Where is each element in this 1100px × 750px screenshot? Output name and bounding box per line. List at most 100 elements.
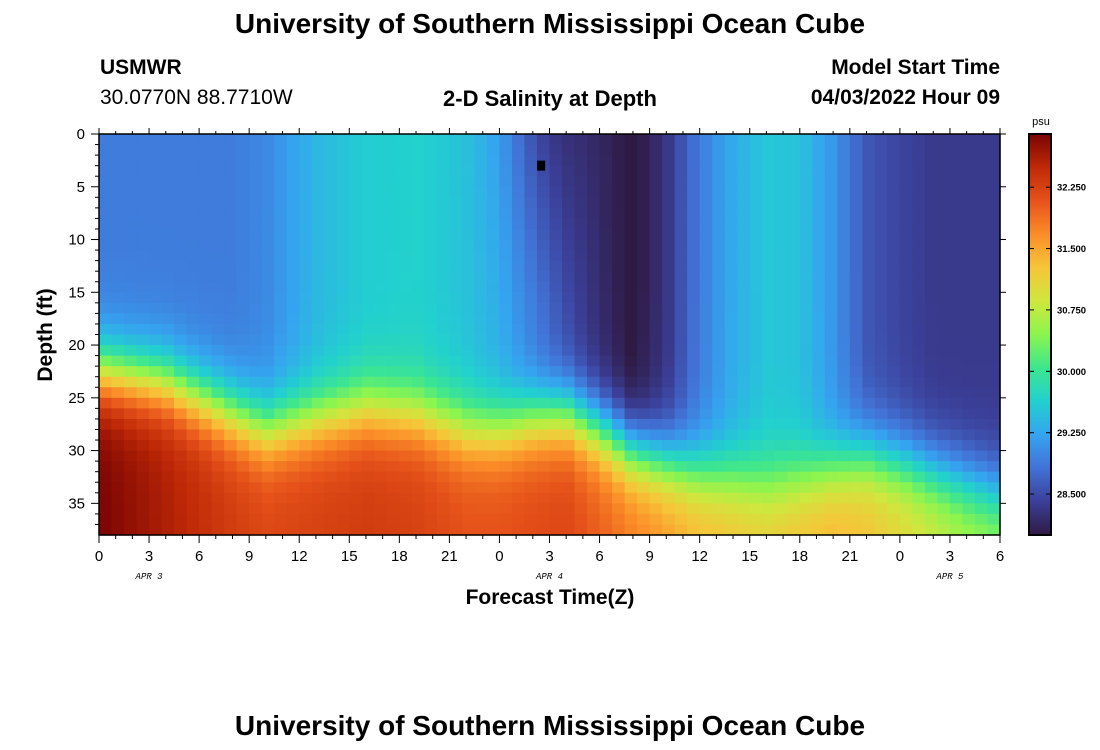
heatmap-cell — [799, 281, 813, 293]
heatmap-cell — [149, 271, 163, 283]
heatmap-cell — [424, 418, 438, 431]
heatmap-cell — [349, 134, 363, 146]
heatmap-cell — [411, 450, 425, 462]
heatmap-cell — [274, 207, 288, 220]
heatmap-cell — [261, 250, 275, 262]
y-tick-label: 0 — [77, 126, 85, 143]
heatmap-cell — [587, 239, 601, 251]
heatmap-cell — [374, 334, 388, 346]
heatmap-cell — [674, 302, 688, 314]
heatmap-cell — [862, 228, 876, 241]
heatmap-cell — [511, 313, 526, 325]
heatmap-cell — [149, 144, 163, 156]
heatmap-cell — [124, 450, 138, 462]
heatmap-cell — [737, 376, 751, 388]
heatmap-cell — [587, 281, 601, 293]
heatmap-cell — [799, 144, 813, 156]
heatmap-cell — [536, 513, 551, 526]
heatmap-cell — [399, 176, 413, 188]
heatmap-cell — [474, 524, 488, 536]
heatmap-cell — [562, 292, 576, 304]
heatmap-cell — [787, 250, 801, 262]
heatmap-cell — [737, 418, 751, 431]
heatmap-cell — [824, 461, 838, 473]
heatmap-cell — [874, 144, 888, 156]
heatmap-cell — [524, 418, 538, 431]
heatmap-cell — [724, 228, 738, 241]
heatmap-cell — [349, 218, 363, 230]
heatmap-cell — [486, 144, 501, 156]
heatmap-cell — [924, 292, 939, 304]
heatmap-cell — [774, 471, 788, 483]
heatmap-cell — [812, 207, 826, 220]
heatmap-cell — [136, 429, 150, 441]
heatmap-cell — [737, 302, 751, 314]
heatmap-cell — [336, 250, 350, 262]
heatmap-cell — [799, 440, 813, 452]
heatmap-cell — [424, 228, 438, 241]
heatmap-cell — [361, 482, 375, 494]
heatmap-cell — [574, 302, 588, 314]
heatmap-cell — [386, 165, 400, 177]
heatmap-cell — [486, 450, 501, 462]
heatmap-cell — [436, 186, 450, 198]
date-label: APR 4 — [535, 572, 563, 582]
heatmap-cell — [574, 503, 588, 515]
heatmap-cell — [874, 313, 888, 325]
heatmap-cell — [549, 334, 563, 346]
heatmap-cell — [249, 397, 263, 409]
y-tick-label: 15 — [68, 284, 85, 301]
heatmap-cell — [449, 461, 463, 473]
heatmap-cell — [887, 302, 901, 314]
heatmap-cell — [787, 144, 801, 156]
heatmap-cell — [549, 355, 563, 367]
heatmap-cell — [949, 482, 964, 494]
heatmap-cell — [499, 387, 513, 399]
heatmap-cell — [436, 429, 450, 441]
heatmap-cell — [662, 144, 676, 156]
heatmap-cell — [649, 271, 663, 283]
heatmap-cell — [924, 228, 939, 241]
heatmap-cell — [399, 197, 413, 209]
heatmap-cell — [424, 440, 438, 452]
heatmap-cell — [774, 323, 788, 336]
heatmap-cell — [574, 250, 588, 262]
heatmap-cell — [974, 228, 989, 241]
heatmap-cell — [974, 218, 989, 230]
heatmap-cell — [299, 197, 313, 209]
heatmap-cell — [674, 376, 688, 388]
heatmap-cell — [111, 176, 125, 188]
heatmap-cell — [374, 397, 388, 409]
heatmap-cell — [486, 482, 501, 494]
heatmap-cell — [824, 207, 838, 220]
heatmap-cell — [336, 134, 350, 146]
heatmap-cell — [286, 408, 300, 420]
heatmap-cell — [774, 376, 788, 388]
heatmap-cell — [987, 355, 1001, 367]
heatmap-cell — [349, 471, 363, 483]
heatmap-cell — [824, 408, 838, 420]
heatmap-cell — [374, 429, 388, 441]
heatmap-cell — [411, 134, 425, 146]
heatmap-cell — [912, 228, 926, 241]
heatmap-cell — [624, 228, 638, 241]
heatmap-cell — [524, 471, 538, 483]
date-label: APR 5 — [935, 572, 964, 582]
heatmap-cell — [649, 176, 663, 188]
heatmap-cell — [449, 450, 463, 462]
heatmap-cell — [574, 323, 588, 336]
heatmap-cell — [824, 471, 838, 483]
heatmap-cell — [536, 429, 551, 441]
heatmap-cell — [449, 218, 463, 230]
heatmap-cell — [174, 450, 188, 462]
heatmap-cell — [386, 440, 400, 452]
heatmap-cell — [186, 471, 200, 483]
heatmap-cell — [912, 176, 926, 188]
heatmap-cell — [399, 482, 413, 494]
heatmap-cell — [136, 418, 150, 431]
heatmap-cell — [912, 429, 926, 441]
heatmap-cell — [374, 313, 388, 325]
heatmap-cell — [124, 186, 138, 198]
heatmap-cell — [924, 302, 939, 314]
heatmap-cell — [174, 197, 188, 209]
